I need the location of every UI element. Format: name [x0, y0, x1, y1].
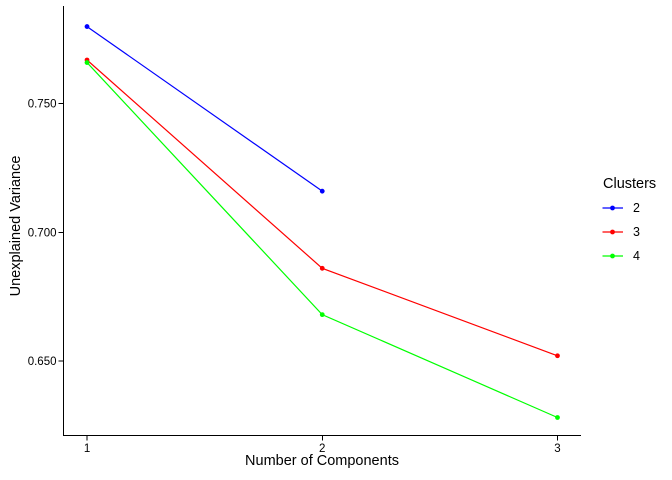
data-point-cluster-3	[555, 353, 560, 359]
series-line-2	[86, 26, 323, 192]
y-tick-label: 0.750	[28, 99, 57, 111]
legend-key-icon	[602, 229, 623, 235]
data-point-cluster-2	[319, 188, 325, 194]
legend-key-icon	[602, 205, 623, 211]
legend-label: 4	[633, 249, 640, 263]
series-line-4	[86, 62, 558, 419]
legend-label: 3	[633, 225, 640, 239]
legend-title: Clusters	[603, 176, 657, 192]
data-point-cluster-4	[555, 415, 560, 420]
legend-key-icon	[602, 253, 623, 259]
legend-item-4: 4	[602, 244, 656, 268]
legend-items: 2 3 4	[602, 196, 656, 268]
data-point-cluster-4	[84, 60, 90, 65]
legend: Clusters 2 3 4	[602, 176, 656, 268]
x-tick-label: 1	[84, 443, 90, 455]
y-tick-label: 0.650	[28, 356, 57, 368]
legend-label: 2	[633, 201, 640, 215]
legend-item-2: 2	[602, 196, 656, 220]
y-axis-title: Unexplained Variance	[8, 155, 24, 297]
x-tick-label: 2	[319, 443, 325, 455]
data-point-cluster-3	[319, 265, 325, 271]
legend-item-3: 3	[602, 220, 656, 244]
y-tick-label: 0.700	[28, 227, 57, 239]
x-axis-title: Number of Components	[245, 453, 399, 469]
data-point-cluster-4	[319, 312, 325, 318]
series-line-3	[86, 59, 558, 357]
data-point-cluster-2	[84, 24, 90, 29]
x-tick-label: 3	[554, 443, 560, 455]
